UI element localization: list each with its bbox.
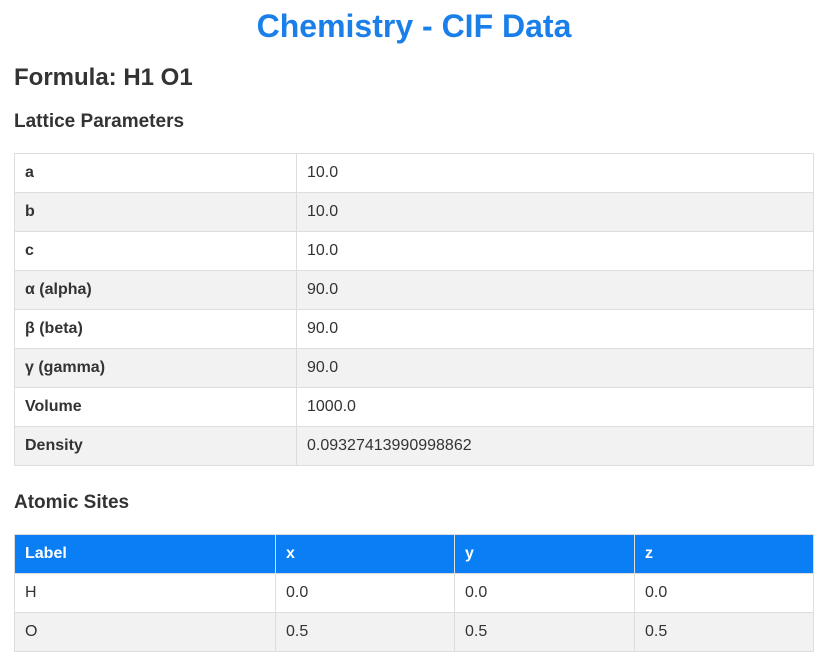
- lattice-key: a: [14, 153, 297, 193]
- site-z: 0.5: [634, 612, 814, 652]
- lattice-key: γ (gamma): [14, 348, 297, 388]
- lattice-key: Volume: [14, 387, 297, 427]
- lattice-value: 0.09327413990998862: [296, 426, 814, 466]
- lattice-key: c: [14, 231, 297, 271]
- site-y: 0.0: [454, 573, 635, 613]
- lattice-parameters-heading: Lattice Parameters: [14, 111, 185, 132]
- site-y: 0.5: [454, 612, 635, 652]
- lattice-key: b: [14, 192, 297, 232]
- table-row: c 10.0: [14, 231, 814, 271]
- table-row: a 10.0: [14, 153, 814, 193]
- column-header-x: x: [275, 534, 455, 574]
- formula-heading: Formula: H1 O1: [14, 64, 193, 91]
- lattice-key: Density: [14, 426, 297, 466]
- table-row: Volume 1000.0: [14, 387, 814, 427]
- lattice-value: 10.0: [296, 192, 814, 232]
- table-row: β (beta) 90.0: [14, 309, 814, 349]
- lattice-value: 10.0: [296, 231, 814, 271]
- site-z: 0.0: [634, 573, 814, 613]
- lattice-value: 90.0: [296, 309, 814, 349]
- page-title: Chemistry - CIF Data: [256, 8, 572, 44]
- table-row: γ (gamma) 90.0: [14, 348, 814, 388]
- atomic-sites-table: Label x y z H 0.0 0.0 0.0 O 0.5 0.5 0.5: [14, 534, 814, 652]
- table-row: b 10.0: [14, 192, 814, 232]
- site-label: H: [14, 573, 276, 613]
- site-label: O: [14, 612, 276, 652]
- table-row: H 0.0 0.0 0.0: [14, 573, 814, 613]
- table-row: α (alpha) 90.0: [14, 270, 814, 310]
- table-header-row: Label x y z: [14, 534, 814, 574]
- column-header-z: z: [634, 534, 814, 574]
- atomic-sites-heading: Atomic Sites: [14, 492, 130, 513]
- lattice-value: 90.0: [296, 270, 814, 310]
- lattice-key: α (alpha): [14, 270, 297, 310]
- table-row: Density 0.09327413990998862: [14, 426, 814, 466]
- table-row: O 0.5 0.5 0.5: [14, 612, 814, 652]
- lattice-value: 1000.0: [296, 387, 814, 427]
- column-header-y: y: [454, 534, 635, 574]
- site-x: 0.0: [275, 573, 455, 613]
- lattice-key: β (beta): [14, 309, 297, 349]
- lattice-value: 90.0: [296, 348, 814, 388]
- site-x: 0.5: [275, 612, 455, 652]
- column-header-label: Label: [14, 534, 276, 574]
- lattice-parameters-table: a 10.0 b 10.0 c 10.0 α (alpha) 90.0 β (b…: [14, 153, 814, 466]
- lattice-value: 10.0: [296, 153, 814, 193]
